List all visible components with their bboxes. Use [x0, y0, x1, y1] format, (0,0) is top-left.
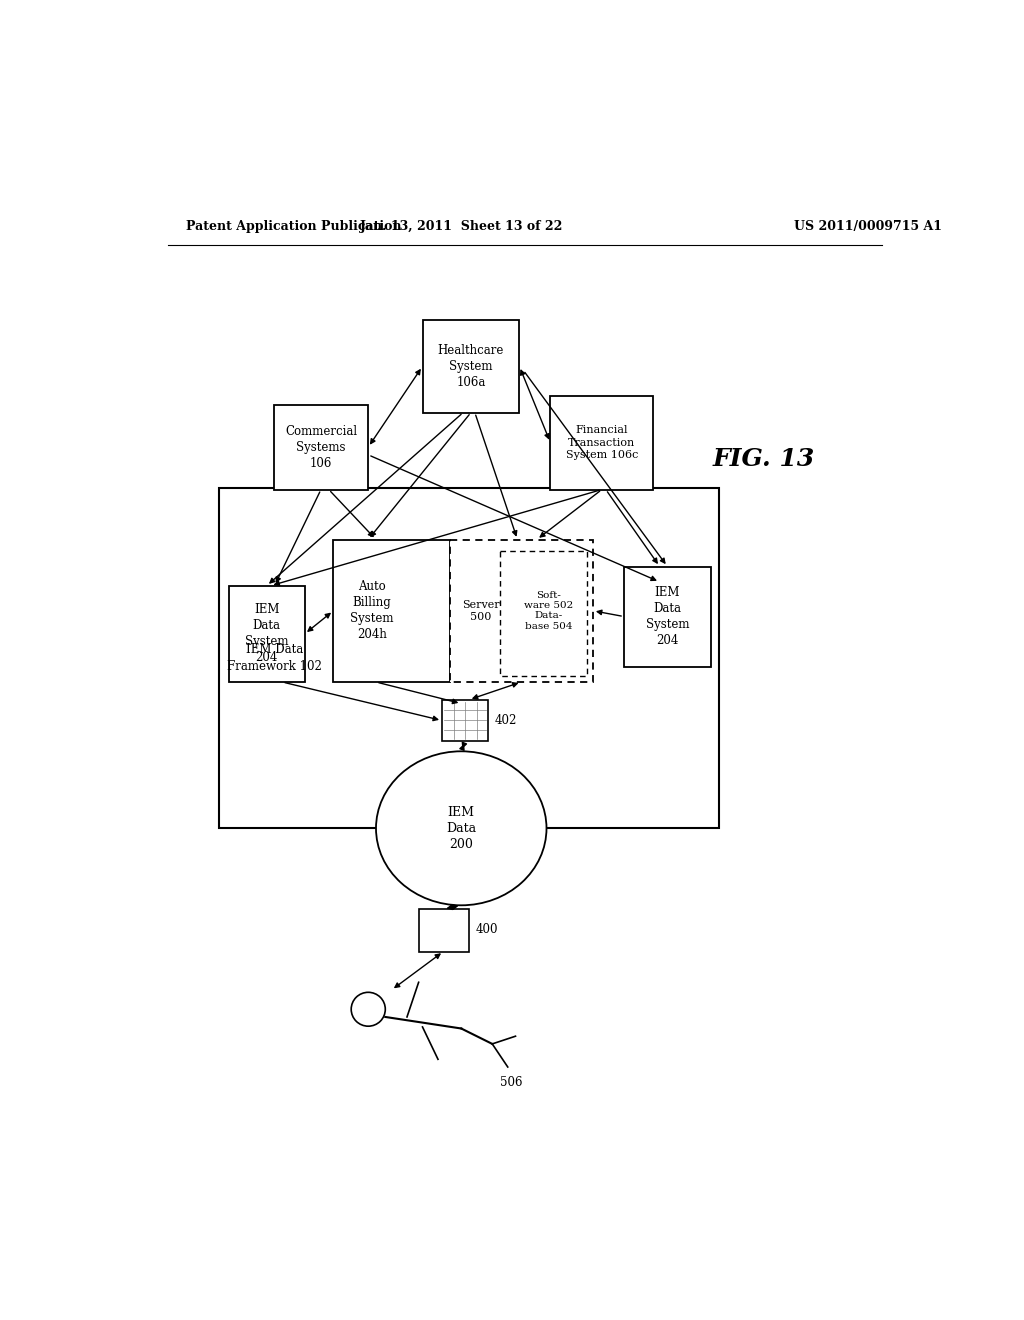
Text: IEM
Data
200: IEM Data 200	[446, 805, 476, 851]
Text: Commercial
Systems
106: Commercial Systems 106	[285, 425, 357, 470]
Text: IEM
Data
System
204: IEM Data System 204	[245, 603, 289, 664]
Bar	[419, 909, 469, 952]
Text: Patent Application Publication: Patent Application Publication	[186, 219, 401, 232]
Text: IEM
Data
System
204: IEM Data System 204	[646, 586, 689, 647]
Text: Soft-
ware 502
Data-
base 504: Soft- ware 502 Data- base 504	[524, 590, 573, 631]
Text: US 2011/0009715 A1: US 2011/0009715 A1	[795, 219, 942, 232]
Bar	[500, 552, 587, 676]
Text: Healthcare
System
106a: Healthcare System 106a	[437, 343, 504, 389]
Text: Financial
Transaction
System 106c: Financial Transaction System 106c	[565, 425, 638, 459]
Bar	[334, 540, 450, 682]
Bar	[423, 321, 519, 413]
Bar	[550, 396, 653, 490]
Ellipse shape	[376, 751, 547, 906]
Text: 506: 506	[500, 1076, 522, 1089]
Bar	[219, 488, 719, 829]
Text: Jan. 13, 2011  Sheet 13 of 22: Jan. 13, 2011 Sheet 13 of 22	[359, 219, 563, 232]
Text: 400: 400	[475, 924, 498, 936]
Text: Auto
Billing
System
204h: Auto Billing System 204h	[350, 581, 394, 642]
Bar	[442, 700, 488, 742]
Bar	[273, 405, 369, 490]
Text: IEM Data
Framework 102: IEM Data Framework 102	[227, 643, 323, 673]
Text: FIG. 13: FIG. 13	[713, 446, 815, 471]
Bar	[228, 586, 305, 682]
Text: Server
500: Server 500	[462, 599, 500, 622]
Bar	[624, 566, 711, 667]
Bar	[450, 540, 593, 682]
Text: 402: 402	[495, 714, 517, 727]
